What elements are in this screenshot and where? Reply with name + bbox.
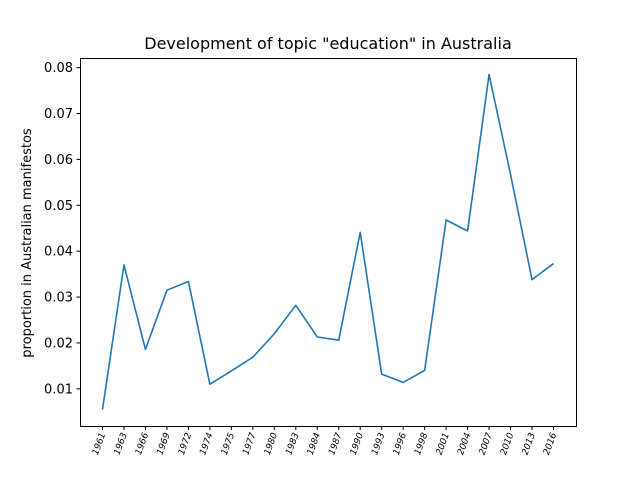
x-tick-label: 2010 [499,431,516,456]
x-tick-label: 2013 [521,431,538,456]
x-tick-label: 2004 [456,431,473,456]
plot-area-frame [80,58,577,427]
y-tick-label: 0.01 [44,382,73,397]
x-tick-label: 1975 [220,431,237,456]
y-tick-label: 0.04 [44,245,73,260]
x-tick-label: 1990 [349,431,366,456]
y-tick-label: 0.05 [44,199,73,214]
y-tick-label: 0.03 [44,291,73,306]
x-tick-label: 1996 [392,431,409,456]
y-tick-label: 0.07 [44,107,73,122]
chart-title: Development of topic "education" in Aust… [144,34,512,53]
x-tick-label: 2007 [478,431,495,456]
x-tick-label: 1980 [263,431,280,456]
x-tick-label: 2001 [435,432,452,457]
y-axis-label: proportion in Australian manifestos [20,128,35,358]
x-tick-label: 1998 [413,431,430,456]
x-tick-label: 1969 [156,431,173,456]
x-tick-label: 2016 [542,431,559,456]
x-tick-label: 1984 [306,431,323,456]
x-tick-label: 1987 [327,431,344,456]
series-line [101,73,554,410]
x-tick-label: 1963 [113,431,130,456]
y-tick-label: 0.06 [44,153,73,168]
x-tick-label: 1966 [134,431,151,456]
x-axis-ticks: 1961 1963 1966 1969 1972 1974 1975 1977 1980 1983… [91,426,559,457]
x-tick-label: 1977 [241,431,258,456]
x-tick-label: 1961 [91,432,108,457]
x-tick-label: 1993 [370,431,387,456]
x-tick-label: 1972 [177,431,194,456]
y-tick-label: 0.02 [44,336,73,351]
y-axis-ticks: 0.01 0.02 0.03 0.04 0.05 0.06 0.07 0.08 [44,61,81,397]
x-tick-label: 1983 [284,431,301,456]
y-tick-label: 0.08 [44,61,73,76]
x-tick-label: 1974 [198,431,215,456]
